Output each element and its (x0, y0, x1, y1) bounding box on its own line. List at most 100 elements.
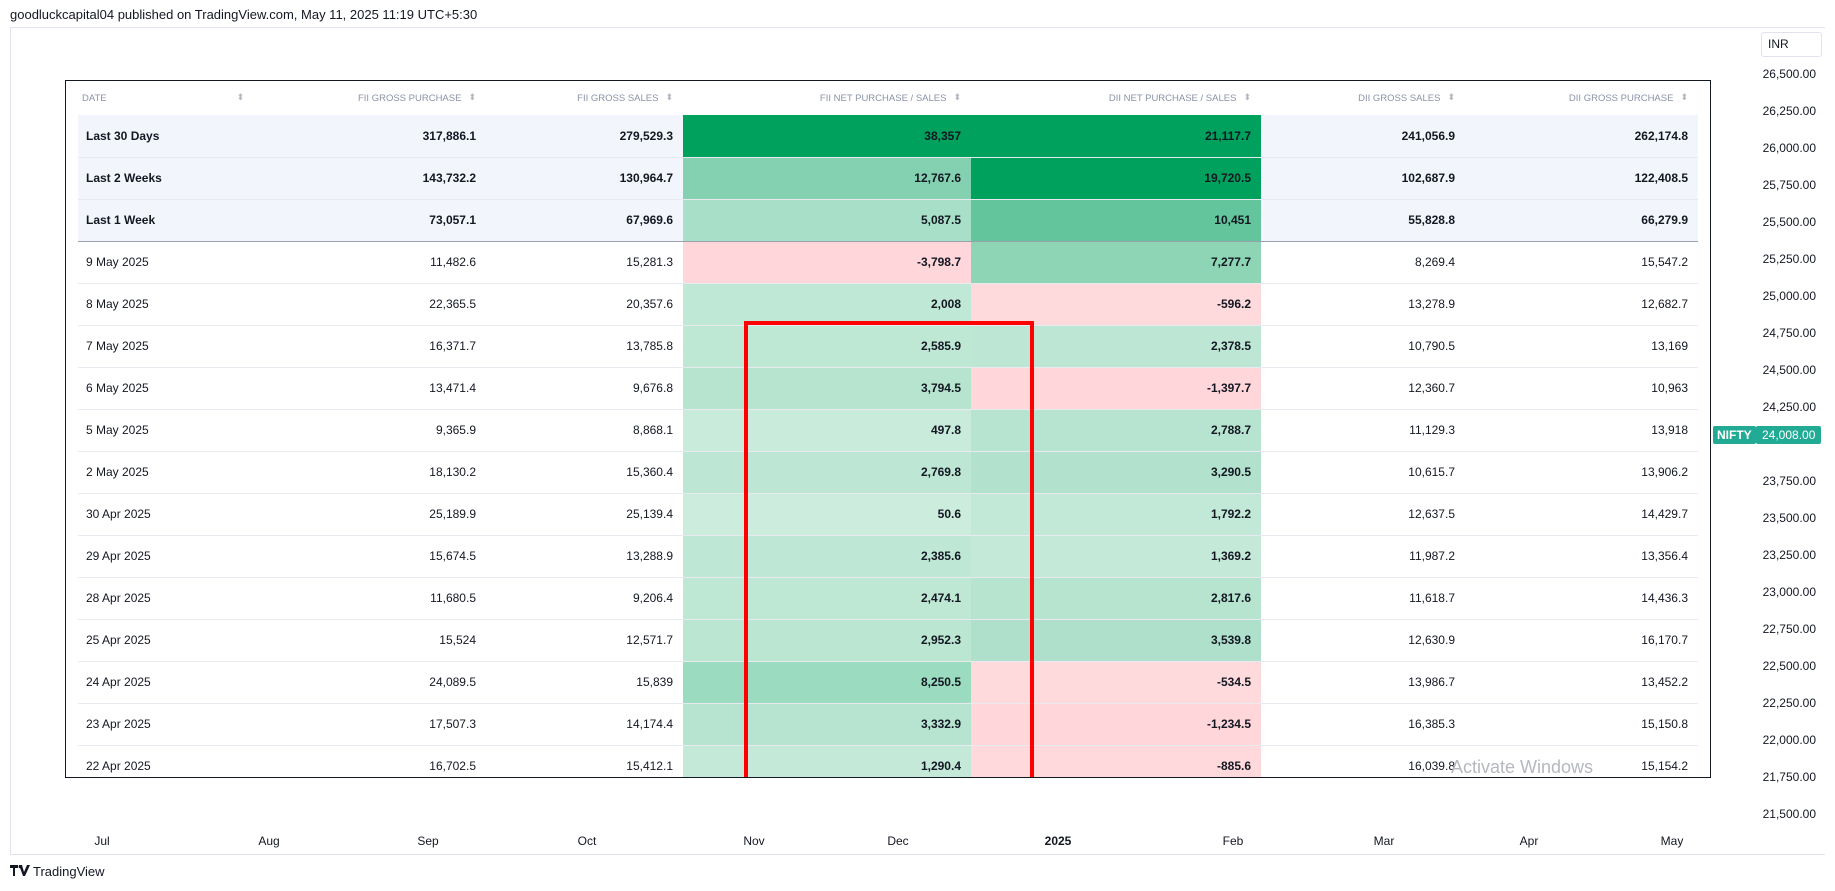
summary-row: Last 1 Week 73,057.1 67,969.6 5,087.5 10,451… (78, 199, 1698, 242)
cell-dii-net: 3,539.8 (971, 619, 1261, 662)
cell-dii-gross-purchase: 16,170.7 (1465, 619, 1698, 662)
cell-dii-gross-sales: 102,687.9 (1261, 157, 1465, 200)
price-scale-label: 24,750.00 (1762, 326, 1816, 340)
time-axis-label: Oct (577, 834, 597, 848)
sort-arrows-icon[interactable]: ⬍ (468, 92, 476, 103)
cell-dii-gross-purchase: 10,963 (1465, 367, 1698, 410)
currency-selector[interactable]: INR (1761, 32, 1822, 57)
table-header-row: DATE ⬍ FII GROSS PURCHASE ⬍ FII GROSS SALES ⬍… (78, 81, 1698, 115)
price-scale-label: 22,500.00 (1762, 659, 1816, 673)
time-axis-label: 2025 (1044, 834, 1072, 848)
price-scale-label: 21,750.00 (1762, 770, 1816, 784)
cell-fii-gross-sales: 15,839 (486, 661, 683, 704)
price-scale-label: 23,250.00 (1762, 548, 1816, 562)
cell-dii-gross-purchase: 12,682.7 (1465, 283, 1698, 326)
cell-fii-gross-sales: 67,969.6 (486, 199, 683, 242)
table-row: 29 Apr 2025 15,674.5 13,288.9 2,385.6 1,369.… (78, 535, 1698, 578)
cell-dii-net: 2,788.7 (971, 409, 1261, 452)
cell-dii-gross-sales: 13,278.9 (1261, 283, 1465, 326)
price-scale-label: 24,250.00 (1762, 400, 1816, 414)
sort-arrows-icon[interactable]: ⬍ (1447, 92, 1455, 103)
table-row: 2 May 2025 18,130.2 15,360.4 2,769.8 3,290.5… (78, 451, 1698, 494)
column-header[interactable]: FII GROSS SALES ⬍ (486, 81, 683, 115)
cell-fii-gross-purchase: 15,524 (238, 619, 486, 662)
table-row: 30 Apr 2025 25,189.9 25,139.4 50.6 1,792.2 12… (78, 493, 1698, 536)
cell-dii-net: -1,234.5 (971, 703, 1261, 746)
sort-arrows-icon[interactable]: ⬍ (1680, 92, 1688, 103)
cell-fii-net: 50.6 (683, 493, 971, 536)
column-header-label: FII GROSS PURCHASE (357, 92, 462, 104)
column-header[interactable]: DII GROSS SALES ⬍ (1261, 81, 1465, 115)
sort-arrows-icon[interactable]: ⬍ (1243, 92, 1251, 103)
price-scale-label: 21,500.00 (1762, 807, 1816, 821)
cell-date: 29 Apr 2025 (78, 535, 238, 578)
column-header-label: DII NET PURCHASE / SALES (1108, 92, 1237, 104)
table-row: 6 May 2025 13,471.4 9,676.8 3,794.5 -1,397.7… (78, 367, 1698, 410)
cell-dii-net: -1,397.7 (971, 367, 1261, 410)
cell-fii-net: 1,290.4 (683, 745, 971, 777)
cell-fii-gross-purchase: 73,057.1 (238, 199, 486, 242)
column-header[interactable]: FII NET PURCHASE / SALES ⬍ (683, 81, 971, 115)
cell-dii-gross-sales: 11,987.2 (1261, 535, 1465, 578)
cell-fii-gross-sales: 130,964.7 (486, 157, 683, 200)
cell-fii-gross-sales: 8,868.1 (486, 409, 683, 452)
price-scale-label: 23,500.00 (1762, 511, 1816, 525)
cell-dii-gross-purchase: 262,174.8 (1465, 115, 1698, 158)
price-scale-label: 22,250.00 (1762, 696, 1816, 710)
cell-date: 8 May 2025 (78, 283, 238, 326)
column-header[interactable]: DII GROSS PURCHASE ⬍ (1465, 81, 1698, 115)
cell-fii-net: 12,767.6 (683, 157, 971, 200)
price-scale-label: 26,500.00 (1762, 67, 1816, 81)
cell-fii-net: 8,250.5 (683, 661, 971, 704)
column-header[interactable]: FII GROSS PURCHASE ⬍ (238, 81, 486, 115)
table-row: 9 May 2025 11,482.6 15,281.3 -3,798.7 7,277.… (78, 241, 1698, 284)
cell-dii-gross-purchase: 15,150.8 (1465, 703, 1698, 746)
cell-dii-net: -885.6 (971, 745, 1261, 777)
time-axis-label: Jul (94, 834, 110, 848)
table-row: 8 May 2025 22,365.5 20,357.6 2,008 -596.2 13,… (78, 283, 1698, 326)
cell-fii-gross-sales: 14,174.4 (486, 703, 683, 746)
sort-arrows-icon[interactable]: ⬍ (953, 92, 961, 103)
cell-date: 6 May 2025 (78, 367, 238, 410)
price-scale-label: 22,000.00 (1762, 733, 1816, 747)
cell-fii-net: 2,952.3 (683, 619, 971, 662)
price-scale-label: 25,000.00 (1762, 289, 1816, 303)
cell-date: 22 Apr 2025 (78, 745, 238, 777)
cell-fii-gross-sales: 15,281.3 (486, 241, 683, 284)
cell-fii-gross-sales: 12,571.7 (486, 619, 683, 662)
cell-fii-net: 497.8 (683, 409, 971, 452)
cell-date: Last 30 Days (78, 115, 238, 158)
cell-fii-net: 5,087.5 (683, 199, 971, 242)
cell-fii-net: 2,385.6 (683, 535, 971, 578)
cell-fii-gross-purchase: 18,130.2 (238, 451, 486, 494)
column-header[interactable]: DATE ⬍ (78, 81, 244, 115)
cell-date: 5 May 2025 (78, 409, 238, 452)
cell-dii-gross-purchase: 66,279.9 (1465, 199, 1698, 242)
cell-dii-gross-purchase: 13,918 (1465, 409, 1698, 452)
table-row: 24 Apr 2025 24,089.5 15,839 8,250.5 -534.5 13… (78, 661, 1698, 704)
cell-dii-net: 10,451 (971, 199, 1261, 242)
cell-dii-net: 2,817.6 (971, 577, 1261, 620)
cell-fii-gross-purchase: 11,680.5 (238, 577, 486, 620)
sort-arrows-icon[interactable]: ⬍ (236, 92, 245, 103)
cell-dii-gross-purchase: 13,906.2 (1465, 451, 1698, 494)
price-scale-label: 23,000.00 (1762, 585, 1816, 599)
cell-fii-gross-purchase: 25,189.9 (238, 493, 486, 536)
cell-fii-gross-purchase: 24,089.5 (238, 661, 486, 704)
cell-dii-gross-purchase: 13,169 (1465, 325, 1698, 368)
time-axis-label: Apr (1519, 834, 1539, 848)
activate-windows-watermark: Activate Windows (1451, 757, 1594, 777)
summary-row: Last 30 Days 317,886.1 279,529.3 38,357 21,1… (78, 115, 1698, 158)
cell-date: 2 May 2025 (78, 451, 238, 494)
sort-arrows-icon[interactable]: ⬍ (665, 92, 673, 103)
cell-fii-gross-sales: 15,412.1 (486, 745, 683, 777)
tradingview-logo[interactable]: TradingView (10, 864, 105, 879)
cell-dii-gross-sales: 13,986.7 (1261, 661, 1465, 704)
cell-fii-gross-purchase: 11,482.6 (238, 241, 486, 284)
time-axis-label: Feb (1222, 834, 1244, 848)
column-header[interactable]: DII NET PURCHASE / SALES ⬍ (971, 81, 1261, 115)
chart-pane[interactable] (10, 27, 1825, 855)
time-axis-label: Sep (417, 834, 439, 848)
cell-dii-gross-purchase: 122,408.5 (1465, 157, 1698, 200)
price-scale-label: 24,500.00 (1762, 363, 1816, 377)
